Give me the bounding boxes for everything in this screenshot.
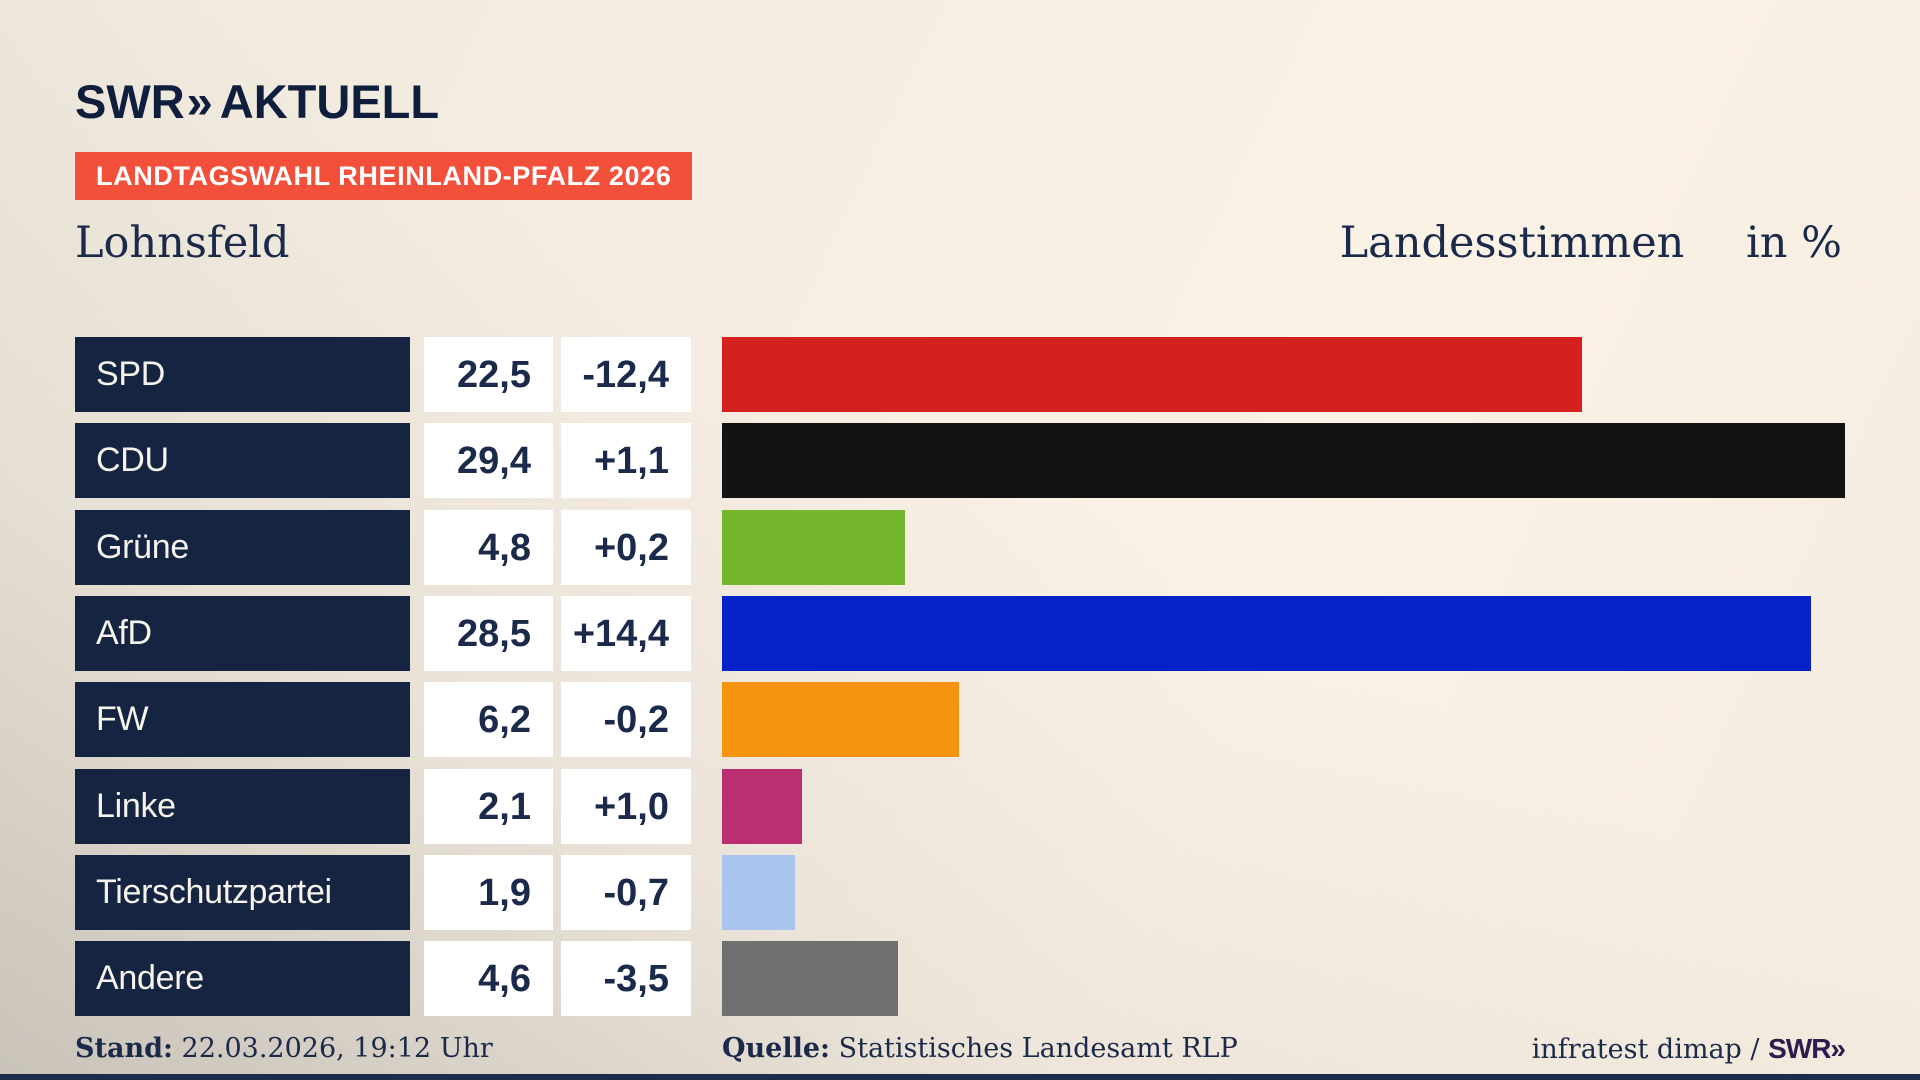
stand-timestamp: Stand: 22.03.2026, 19:12 Uhr [75, 1024, 493, 1074]
swr-aktuell-logo: SWR» AKTUELL [75, 74, 439, 129]
party-row-tierschutzpartei: Tierschutzpartei 1,9 -0,7 [75, 854, 1920, 930]
party-label: Grüne [75, 509, 410, 585]
bottom-navy-strip [0, 1074, 1920, 1080]
party-row-cdu: CDU 29,4 +1,1 [75, 423, 1920, 499]
party-label: Tierschutzpartei [75, 854, 410, 930]
party-value: 4,8 [424, 509, 553, 585]
party-row-afd: AfD 28,5 +14,4 [75, 595, 1920, 671]
party-row-grüne: Grüne 4,8 +0,2 [75, 509, 1920, 585]
party-value: 29,4 [424, 423, 553, 499]
party-change: +1,1 [561, 423, 691, 499]
party-value: 28,5 [424, 595, 553, 671]
aktuell-logo-text: AKTUELL [219, 75, 440, 128]
party-label: Andere [75, 941, 410, 1017]
party-row-fw: FW 6,2 -0,2 [75, 682, 1920, 758]
party-value: 4,6 [424, 941, 553, 1017]
party-change: -12,4 [561, 337, 691, 412]
source-label: Quelle: [722, 1033, 830, 1064]
party-label: FW [75, 682, 410, 758]
swr-logo-text: SWR [75, 75, 185, 128]
stand-label: Stand: [75, 1033, 173, 1064]
credit-swr-logo: SWR» [1768, 1033, 1846, 1064]
party-change: -3,5 [561, 941, 691, 1017]
footer: Stand: 22.03.2026, 19:12 Uhr Quelle: Sta… [0, 1024, 1920, 1074]
credit-text: infratest dimap / [1531, 1034, 1769, 1065]
party-value: 2,1 [424, 768, 553, 844]
vote-type-label: Landesstimmen [1339, 218, 1685, 268]
double-chevron-icon: » [186, 75, 213, 128]
party-label: AfD [75, 595, 410, 671]
party-row-spd: SPD 22,5 -12,4 [75, 337, 1920, 412]
result-bar [722, 682, 959, 758]
party-change: +14,4 [561, 595, 691, 671]
result-bar [722, 509, 906, 585]
credit-note: infratest dimap / SWR» [1531, 1024, 1846, 1075]
result-bar [722, 854, 795, 930]
source-value: Statistisches Landesamt RLP [838, 1033, 1238, 1064]
result-bar [722, 337, 1582, 412]
party-row-linke: Linke 2,1 +1,0 [75, 768, 1920, 844]
party-label: Linke [75, 768, 410, 844]
party-change: -0,7 [561, 854, 691, 930]
stand-value: 22.03.2026, 19:12 Uhr [181, 1033, 493, 1064]
headline-row: Lohnsfeld Landesstimmen in % [75, 218, 1842, 270]
party-value: 22,5 [424, 337, 553, 412]
unit-label: in % [1746, 218, 1842, 268]
party-label: SPD [75, 337, 410, 412]
election-title-banner: LANDTAGSWAHL RHEINLAND-PFALZ 2026 [75, 152, 693, 200]
party-change: +1,0 [561, 768, 691, 844]
source-note: Quelle: Statistisches Landesamt RLP [722, 1024, 1238, 1074]
result-bar [722, 423, 1846, 499]
party-value: 6,2 [424, 682, 553, 758]
municipality-name: Lohnsfeld [75, 218, 290, 268]
party-value: 1,9 [424, 854, 553, 930]
result-bar [722, 768, 803, 844]
result-bar [722, 595, 1811, 671]
party-label: CDU [75, 423, 410, 499]
party-change: -0,2 [561, 682, 691, 758]
party-row-andere: Andere 4,6 -3,5 [75, 941, 1920, 1017]
vote-type-heading: Landesstimmen in % [1340, 218, 1842, 268]
party-change: +0,2 [561, 509, 691, 585]
result-bar [722, 941, 898, 1017]
